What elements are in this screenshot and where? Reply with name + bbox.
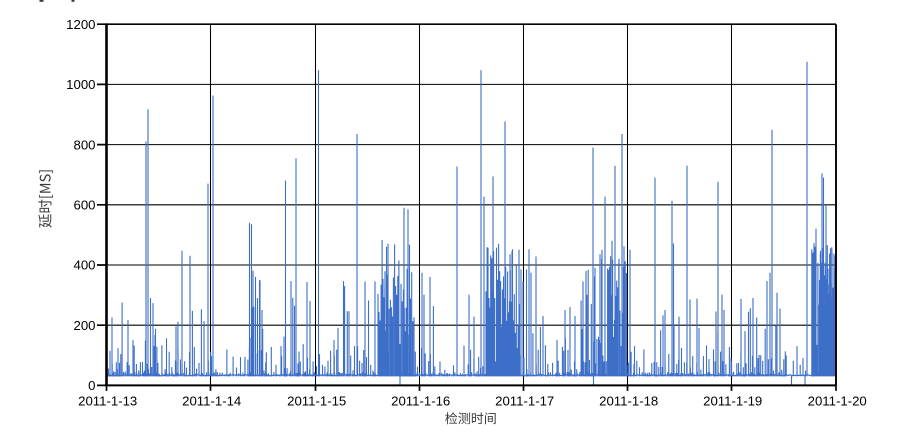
svg-text:2011-1-16: 2011-1-16: [391, 393, 450, 408]
svg-text:400: 400: [73, 258, 95, 273]
svg-text:600: 600: [73, 198, 95, 213]
svg-text:1200: 1200: [66, 17, 95, 32]
svg-text:2011-1-14: 2011-1-14: [182, 393, 241, 408]
svg-text:200: 200: [73, 318, 95, 333]
svg-text:0: 0: [88, 378, 95, 393]
svg-text:2011-1-18: 2011-1-18: [599, 393, 658, 408]
svg-text:2011-1-13: 2011-1-13: [78, 393, 137, 408]
svg-text:1000: 1000: [66, 77, 95, 92]
svg-text:2011-1-15: 2011-1-15: [287, 393, 346, 408]
svg-text:2011-1-19: 2011-1-19: [703, 393, 762, 408]
svg-text:800: 800: [73, 137, 95, 152]
svg-text:2011-1-17: 2011-1-17: [495, 393, 554, 408]
svg-text:2011-1-20: 2011-1-20: [808, 393, 867, 408]
